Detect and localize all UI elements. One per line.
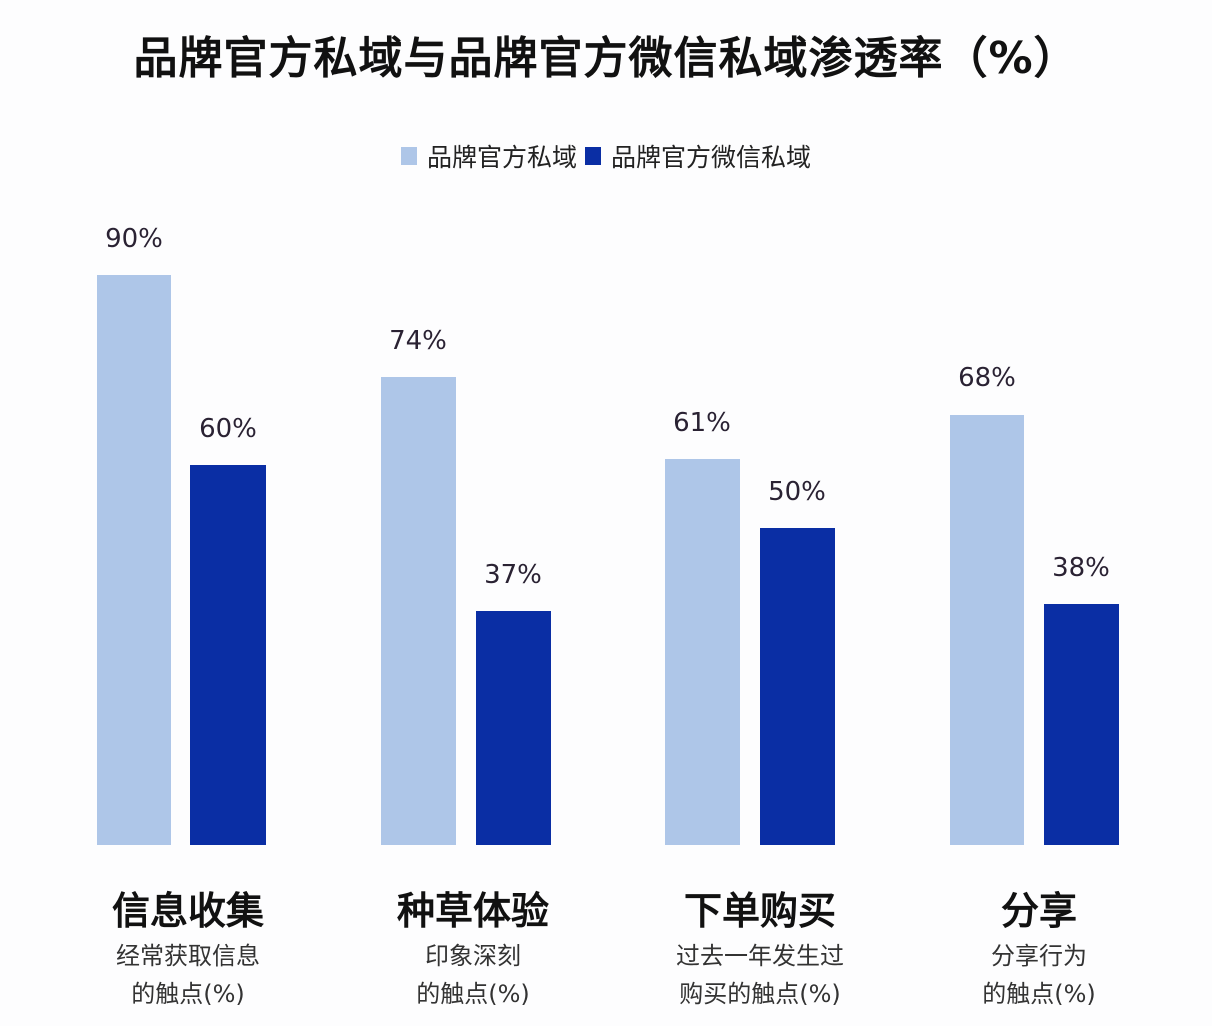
bar-wechat-share — [1044, 604, 1119, 845]
category-subtitle: 的触点(%) — [131, 980, 245, 1008]
category-label: 分享 — [1000, 889, 1077, 933]
category-subtitle: 分享行为 — [991, 942, 1087, 970]
legend-label: 品牌官方微信私域 — [611, 143, 812, 172]
value-label: 38% — [1052, 553, 1110, 583]
category-subtitle: 的触点(%) — [416, 980, 530, 1008]
bar-wechat-seed — [476, 611, 551, 845]
category-label: 信息收集 — [111, 889, 264, 933]
value-label: 68% — [958, 363, 1016, 393]
bar-official-seed — [381, 377, 456, 845]
bar-official-share — [950, 415, 1024, 845]
bar-wechat-info — [190, 465, 266, 845]
value-label: 61% — [673, 408, 731, 438]
chart-title: 品牌官方私域与品牌官方微信私域渗透率（%） — [133, 33, 1079, 84]
legend-item-wechat: 品牌官方微信私域 — [585, 138, 811, 174]
value-label: 37% — [484, 560, 542, 590]
legend-item-official: 品牌官方私域 — [400, 138, 577, 174]
category-subtitle: 购买的触点(%) — [679, 980, 841, 1008]
category-subtitle: 印象深刻 — [425, 942, 521, 970]
bar-official-purchase — [665, 459, 740, 845]
category-subtitle: 过去一年发生过 — [676, 942, 844, 970]
category-label: 种草体验 — [396, 889, 549, 933]
legend-swatch-light — [400, 147, 417, 165]
legend: 品牌官方私域 品牌官方微信私域 — [0, 138, 1212, 174]
category-label: 下单购买 — [683, 889, 836, 933]
category-subtitle: 经常获取信息 — [116, 942, 260, 970]
legend-label: 品牌官方私域 — [426, 143, 577, 172]
value-label: 90% — [105, 224, 163, 254]
value-label: 74% — [389, 326, 447, 356]
value-label: 60% — [199, 414, 257, 444]
legend-swatch-dark — [585, 147, 601, 165]
bar-official-info — [97, 275, 171, 845]
value-label: 50% — [768, 477, 826, 507]
bar-wechat-purchase — [760, 528, 835, 845]
category-subtitle: 的触点(%) — [982, 980, 1096, 1008]
